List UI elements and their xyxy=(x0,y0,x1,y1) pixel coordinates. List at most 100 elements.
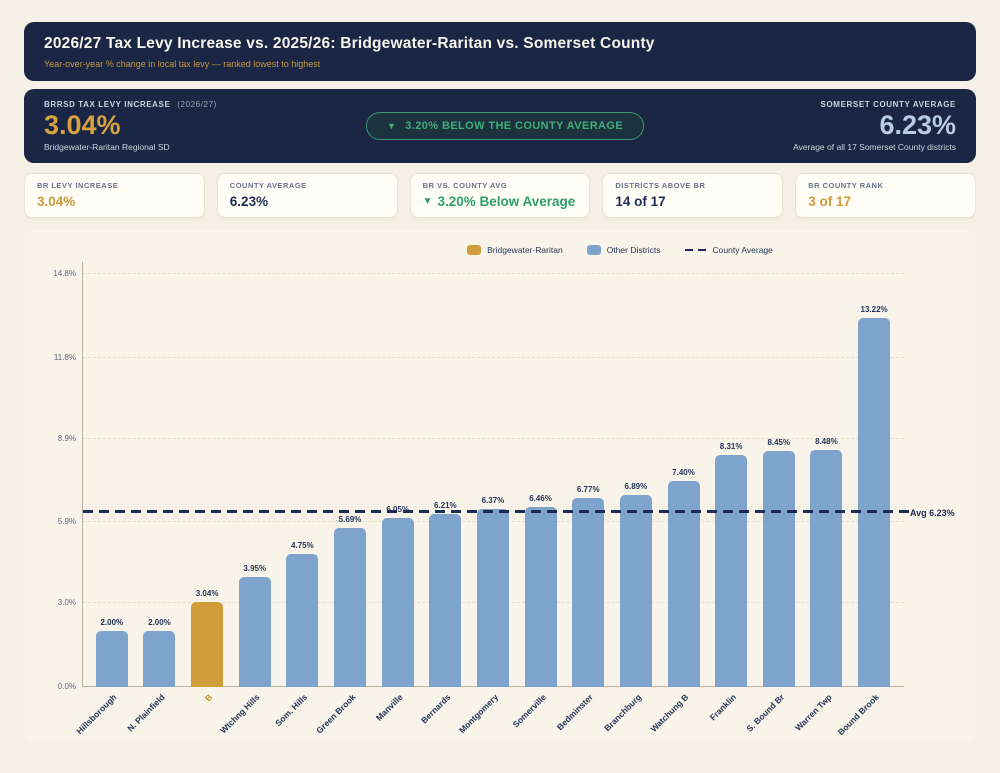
brrsd-levy-stat: BRRSD TAX LEVY INCREASE (2026/27) 3.04% … xyxy=(44,100,217,153)
bar-slot-bound-brook: 13.22% Bound Brook xyxy=(836,262,898,737)
bar-slot-branchburg: 6.89% Branchburg xyxy=(602,262,660,733)
hero-banner: BRRSD TAX LEVY INCREASE (2026/27) 3.04% … xyxy=(24,89,976,163)
bar-slot-manville: 6.05% Manville xyxy=(374,262,422,723)
bar-slot-bridgewater-raritan: 3.04% B xyxy=(183,262,231,703)
x-tick-label: Bound Brook xyxy=(836,692,882,738)
below-average-badge-text: 3.20% BELOW THE COUNTY AVERAGE xyxy=(405,120,624,132)
brrsd-stat-label-text: BRRSD TAX LEVY INCREASE xyxy=(44,99,171,109)
y-tick-label: 14.8% xyxy=(53,269,76,279)
x-tick-label: Bedminster xyxy=(555,692,596,733)
stat-card-label: DISTRICTS ABOVE BR xyxy=(615,181,706,190)
bar-watchung-b xyxy=(667,480,700,687)
stat-card-label: BR COUNTY RANK xyxy=(808,181,884,190)
bar-value-label: 7.40% xyxy=(672,467,695,477)
legend-label: Other Districts xyxy=(606,245,661,255)
stat-card-label: BR LEVY INCREASE xyxy=(37,181,119,190)
bar-bedminster xyxy=(572,498,605,687)
bar-wtchng-hills xyxy=(238,576,271,687)
stat-card-br-county-rank: BR COUNTY RANK 3 of 17 xyxy=(795,173,976,218)
bar-value-label: 6.05% xyxy=(386,505,409,514)
stat-card-value-text: 3.20% Below Average xyxy=(437,194,576,209)
x-tick-label: N. Plainfield xyxy=(125,692,167,734)
stat-card-value-text: 6.23% xyxy=(229,194,269,209)
gridline xyxy=(83,356,904,358)
brrsd-stat-label: BRRSD TAX LEVY INCREASE (2026/27) xyxy=(44,100,217,109)
bar-value-label: 6.21% xyxy=(433,500,457,510)
stat-card-label: BR VS. COUNTY AVG xyxy=(422,181,508,190)
stat-card-value: ▼ 3.20% Below Average xyxy=(423,194,578,209)
bar-slot-bernards: 6.21% Bernards xyxy=(419,262,469,725)
x-tick-label: Som. Hills xyxy=(273,692,310,729)
legend-item-other-districts: Other Districts xyxy=(586,245,661,255)
stat-card-districts-above-br: DISTRICTS ABOVE BR 14 of 17 xyxy=(602,173,784,218)
legend-label: County Average xyxy=(712,245,773,255)
stat-card-br-levy-increase: BR LEVY INCREASE 3.04% xyxy=(24,173,205,218)
legend-item-bridgewater-raritan: Bridgewater-Raritan xyxy=(467,245,563,255)
bar-slot-franklin: 8.31% Franklin xyxy=(707,262,755,722)
bar-chart: 0.0% 3.0% 5.9% 8.9% 11.8% 14.8% 2.00% Hillsboro… xyxy=(53,262,955,737)
bar-value-label: 2.00% xyxy=(148,618,171,628)
bar-warren-twp xyxy=(810,450,843,687)
bar-som-hills xyxy=(286,554,319,687)
bar-value-label: 8.48% xyxy=(815,437,838,447)
x-tick-label: Wtchng Hills xyxy=(218,692,262,736)
legend-item-county-average: County Average xyxy=(684,245,773,255)
plot-area: 0.0% 3.0% 5.9% 8.9% 11.8% 14.8% 2.00% Hillsboro… xyxy=(53,262,955,737)
stat-card-value: 3 of 17 xyxy=(808,194,963,209)
gridline xyxy=(83,273,904,275)
bar-slot-montgomery: 6.37% Montgomery xyxy=(457,262,517,735)
header: 2026/27 Tax Levy Increase vs. 2025/26: B… xyxy=(24,22,976,81)
x-tick-label: Bernards xyxy=(418,692,453,726)
bar-slot-hillsborough: 2.00% Hillsborough xyxy=(75,262,136,736)
brrsd-stat-value: 3.04% xyxy=(44,109,121,140)
bar-value-label: 3.95% xyxy=(243,563,267,573)
bar-value-label: 5.69% xyxy=(338,515,362,525)
bar-slot-green-brook: 5.69% Green Brook xyxy=(314,262,374,735)
x-tick-label: Hillsborough xyxy=(74,692,119,737)
county-average-stat: SOMERSET COUNTY AVERAGE 6.23% Average of… xyxy=(793,100,956,153)
bars-row: 2.00% Hillsborough 2.00% N. Plainfield 3.04%… xyxy=(75,262,898,737)
stat-card-value: 6.23% xyxy=(230,194,385,209)
bar-value-label: 3.04% xyxy=(195,589,219,599)
bar-green-brook xyxy=(334,528,367,687)
x-tick-label: Montgomery xyxy=(456,692,501,736)
bar-slot-wtchng-hills: 3.95% Wtchng Hills xyxy=(218,262,279,735)
stat-card-value-text: 3 of 17 xyxy=(808,194,851,209)
x-tick-label: B xyxy=(202,692,215,704)
bar-hillsborough xyxy=(95,631,128,687)
y-tick-label: 5.9% xyxy=(57,517,76,527)
county-average-line xyxy=(83,510,912,514)
bar-slot-s-bound-br: 8.45% S. Bound Br xyxy=(744,262,803,734)
x-tick-label: Branchburg xyxy=(601,692,643,734)
bar-montgomery xyxy=(476,509,509,687)
bar-slot-bedminster: 6.77% Bedminster xyxy=(555,262,612,732)
bar-value-label: 6.89% xyxy=(624,481,648,491)
stat-card-value: 3.04% xyxy=(37,194,192,209)
brrsd-stat-sublabel: Bridgewater-Raritan Regional SD xyxy=(44,142,170,153)
bar-bound-brook xyxy=(858,318,891,687)
bar-branchburg xyxy=(619,494,652,687)
blue-square-swatch xyxy=(586,245,601,255)
legend-label: Bridgewater-Raritan xyxy=(487,245,563,255)
x-tick-label: S. Bound Br xyxy=(744,692,786,734)
x-tick-label: Somerville xyxy=(510,692,548,730)
x-tick-label: Manville xyxy=(373,692,405,723)
stat-card-value: 14 of 17 xyxy=(615,194,770,209)
x-tick-label: Watchung B xyxy=(648,692,691,734)
y-tick-label: 8.9% xyxy=(57,433,76,443)
stat-card-value-text: 3.04% xyxy=(37,194,76,209)
bar-value-label: 2.00% xyxy=(100,618,124,628)
gold-square-swatch xyxy=(467,245,482,255)
chart-legend: Bridgewater-Raritan Other Districts County… xyxy=(160,242,1000,258)
county-stat-value: 6.23% xyxy=(879,109,956,140)
bar-value-label: 6.46% xyxy=(529,493,552,503)
bar-value-label: 6.77% xyxy=(576,485,600,495)
bar-s-bound-br xyxy=(762,451,795,687)
stat-card-br-vs-county-avg: BR VS. COUNTY AVG ▼ 3.20% Below Average xyxy=(409,173,591,218)
stat-card-label: COUNTY AVERAGE xyxy=(229,181,307,190)
y-tick-label: 11.8% xyxy=(53,352,76,362)
bar-value-label: 8.45% xyxy=(767,438,791,448)
bar-value-label: 4.75% xyxy=(291,541,314,551)
brrsd-stat-label-year: (2026/27) xyxy=(177,99,217,109)
